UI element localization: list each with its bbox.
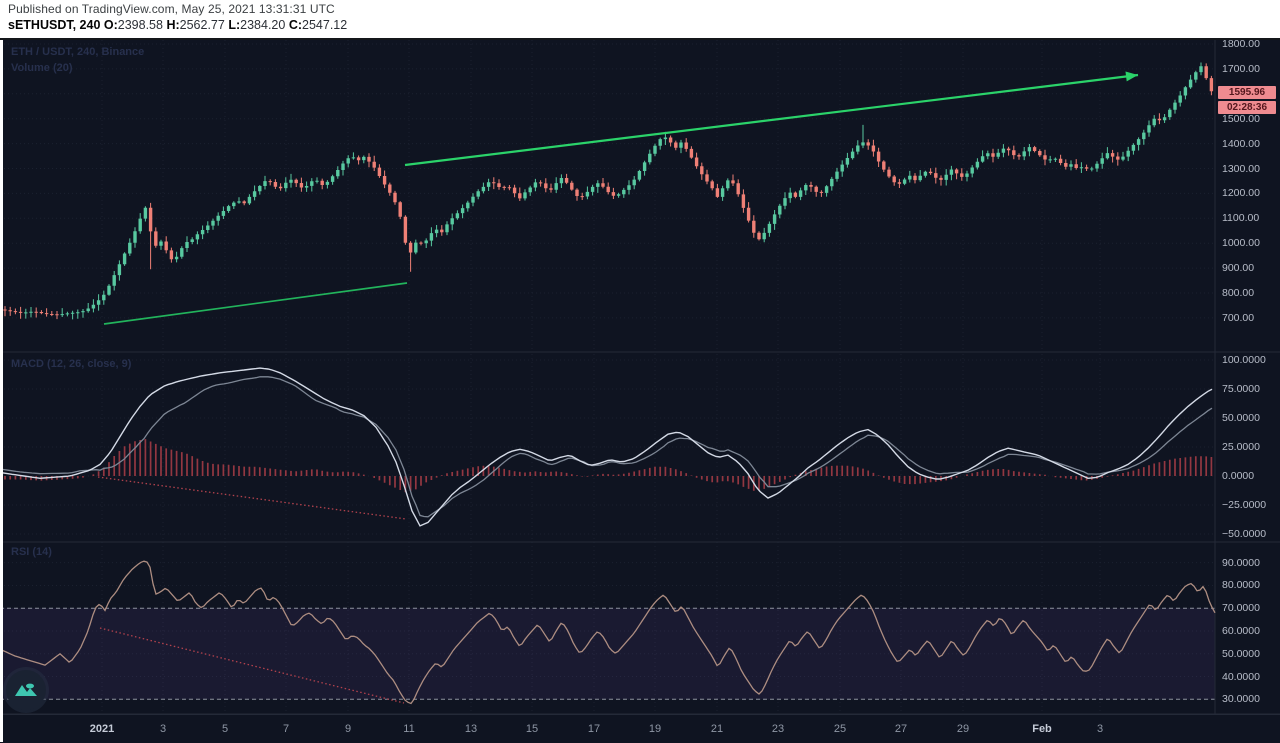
axis-label: 40.0000 bbox=[1222, 670, 1260, 683]
time-axis-label: 29 bbox=[956, 723, 970, 735]
time-axis[interactable]: 2021 3 5 7 9 11 13 15 17 19 21 23 25 27 29 Feb 3 bbox=[0, 714, 1280, 743]
axis-label: 1100.00 bbox=[1222, 212, 1260, 225]
axis-label: −25.0000 bbox=[1222, 499, 1267, 511]
axis-label: 1300.00 bbox=[1222, 162, 1260, 175]
open-value: 2398.58 bbox=[117, 18, 163, 32]
axis-label: 80.0000 bbox=[1222, 579, 1260, 592]
symbol-ohlc-line: sETHUSDT, 240 O:2398.58 H:2562.77 L:2384… bbox=[8, 18, 347, 32]
axis-label: 50.0000 bbox=[1222, 647, 1260, 660]
time-axis-label: Feb bbox=[1032, 723, 1052, 735]
time-axis-label: 27 bbox=[894, 723, 908, 735]
time-axis-label: 23 bbox=[771, 723, 785, 735]
axis-label: −50.0000 bbox=[1222, 528, 1267, 540]
axis-label: 25.0000 bbox=[1222, 441, 1260, 453]
time-axis-label: 25 bbox=[833, 723, 847, 735]
axis-label: 900.00 bbox=[1222, 262, 1255, 275]
symbol-label: sETHUSDT, 240 bbox=[8, 18, 101, 32]
time-axis-label: 5 bbox=[221, 723, 229, 735]
time-axis-label: 19 bbox=[648, 723, 662, 735]
axis-label: 1400.00 bbox=[1222, 137, 1260, 150]
publish-header: Published on TradingView.com, May 25, 20… bbox=[0, 0, 1280, 38]
axis-label: 1700.00 bbox=[1222, 62, 1260, 75]
time-axis-label: 9 bbox=[344, 723, 352, 735]
close-value: 2547.12 bbox=[302, 18, 348, 32]
axis-label: 70.0000 bbox=[1222, 602, 1260, 615]
tradingview-mountain-icon bbox=[15, 683, 37, 696]
candlestick-chart-canvas[interactable] bbox=[0, 40, 1280, 714]
axis-label: 75.0000 bbox=[1222, 383, 1260, 395]
axis-label: 800.00 bbox=[1222, 287, 1255, 299]
high-value: 2562.77 bbox=[179, 18, 225, 32]
time-axis-label: 3 bbox=[159, 723, 167, 735]
open-label: O: bbox=[103, 18, 118, 32]
bar-countdown-badge: 02:28:36 bbox=[1218, 101, 1276, 114]
axis-label: 1200.00 bbox=[1222, 187, 1260, 200]
axis-label: 90.0000 bbox=[1222, 556, 1260, 569]
axis-label: 700.00 bbox=[1222, 311, 1255, 324]
published-line: Published on TradingView.com, May 25, 20… bbox=[8, 2, 335, 16]
tradingview-logo[interactable] bbox=[6, 670, 46, 710]
volume-indicator-label: Volume (20) bbox=[11, 62, 73, 74]
axis-label: 100.0000 bbox=[1222, 354, 1266, 366]
axis-label: 1800.00 bbox=[1222, 38, 1260, 50]
page-left-margin bbox=[0, 40, 3, 742]
time-axis-label: 2021 bbox=[89, 723, 115, 735]
axis-label: 1500.00 bbox=[1222, 112, 1260, 125]
low-value: 2384.20 bbox=[240, 18, 286, 32]
axis-label: 50.0000 bbox=[1222, 412, 1260, 424]
axis-label: 0.0000 bbox=[1222, 470, 1255, 482]
high-label: H: bbox=[166, 18, 180, 32]
chart-area[interactable]: ETH / USDT, 240, Binance Volume (20) MAC… bbox=[0, 38, 1280, 743]
time-axis-label: 11 bbox=[403, 723, 415, 735]
time-axis-label: 15 bbox=[525, 723, 539, 735]
chart-title-watermark: ETH / USDT, 240, Binance bbox=[11, 46, 145, 58]
macd-indicator-label: MACD (12, 26, close, 9) bbox=[11, 358, 132, 370]
time-axis-label: 7 bbox=[282, 723, 290, 735]
time-axis-label: 13 bbox=[464, 723, 478, 735]
time-axis-label: 21 bbox=[710, 723, 724, 735]
axis-label: 30.0000 bbox=[1222, 693, 1260, 706]
last-price-badge: 1595.96 bbox=[1218, 86, 1276, 99]
axis-label: 1000.00 bbox=[1222, 237, 1260, 250]
time-axis-label: 3 bbox=[1096, 723, 1104, 735]
axis-label: 60.0000 bbox=[1222, 624, 1260, 637]
low-label: L: bbox=[228, 18, 241, 32]
rsi-indicator-label: RSI (14) bbox=[11, 546, 52, 558]
time-axis-label: 17 bbox=[587, 723, 601, 735]
close-label: C: bbox=[288, 18, 303, 32]
